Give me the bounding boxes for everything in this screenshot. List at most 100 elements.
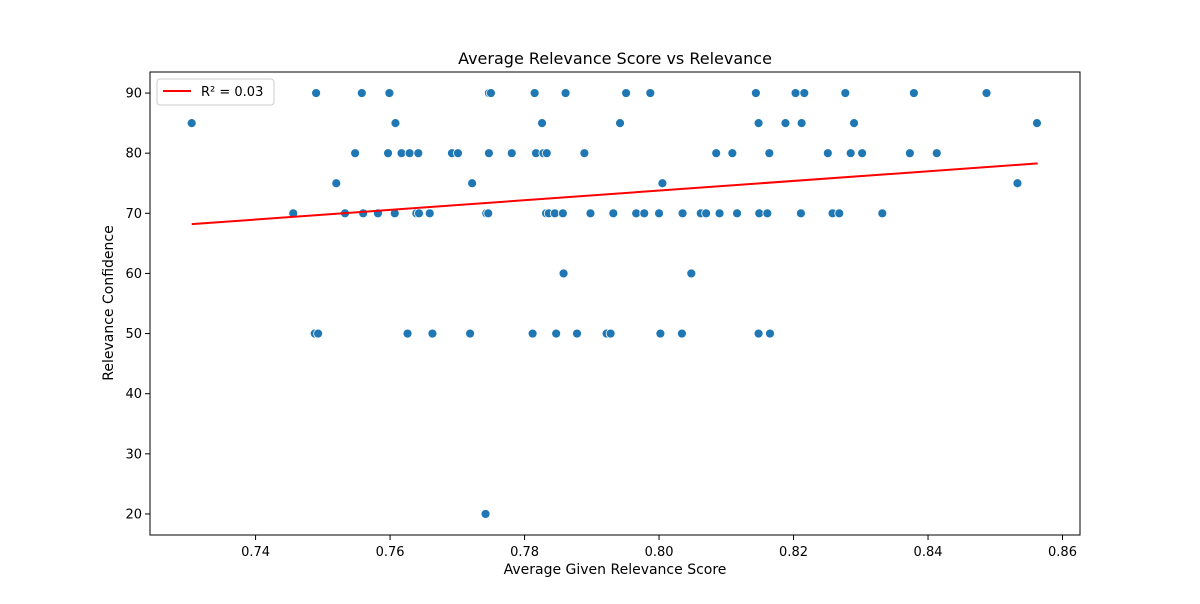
- data-point: [714, 208, 725, 219]
- data-point: [608, 208, 619, 219]
- data-point: [1032, 118, 1042, 129]
- data-point: [605, 328, 616, 339]
- data-point: [350, 148, 361, 159]
- data-point: [537, 118, 547, 129]
- data-point: [390, 118, 401, 129]
- data-point: [402, 328, 413, 339]
- y-tick-label: 60: [125, 267, 142, 282]
- data-point: [753, 328, 764, 339]
- x-axis-label: Average Given Relevance Score: [504, 562, 727, 578]
- x-tick-label: 0.80: [645, 545, 674, 560]
- y-tick-label: 30: [125, 447, 142, 462]
- data-point: [790, 88, 801, 98]
- data-point: [750, 88, 761, 98]
- data-point: [981, 88, 992, 98]
- data-point: [701, 208, 712, 219]
- y-tick-label: 80: [125, 147, 142, 162]
- data-point: [480, 509, 491, 519]
- data-point: [572, 328, 582, 339]
- data-point: [655, 328, 666, 339]
- data-point: [484, 148, 494, 159]
- data-point: [857, 148, 868, 159]
- data-point: [796, 118, 807, 129]
- x-axis: 0.74 0.76 0.78 0.80 0.82 0.84 0.86: [241, 535, 1077, 560]
- data-point: [764, 148, 775, 159]
- data-point: [762, 208, 773, 219]
- data-point: [506, 148, 517, 159]
- data-point: [754, 208, 765, 219]
- data-point: [383, 148, 393, 159]
- data-point: [579, 148, 590, 159]
- data-point: [840, 88, 851, 98]
- data-point: [549, 208, 560, 219]
- data-point: [639, 208, 650, 219]
- data-point: [413, 148, 424, 159]
- y-axis-label: Relevance Confidence: [101, 225, 117, 380]
- data-point: [931, 148, 942, 159]
- data-point: [551, 328, 562, 339]
- x-tick-label: 0.76: [376, 545, 405, 560]
- data-point: [311, 88, 322, 98]
- data-point: [486, 88, 496, 98]
- y-axis: 20 30 40 50 60 70 80 90: [125, 87, 150, 522]
- data-point: [541, 148, 552, 159]
- data-point: [1012, 178, 1023, 189]
- data-point: [645, 88, 656, 98]
- data-point: [585, 208, 596, 219]
- data-point: [404, 148, 415, 159]
- data-point: [753, 118, 764, 129]
- chart-title: Average Relevance Score vs Relevance: [458, 49, 772, 68]
- y-tick-label: 40: [125, 387, 142, 402]
- data-point: [529, 88, 540, 98]
- x-tick-label: 0.74: [241, 545, 270, 560]
- data-point: [358, 208, 369, 219]
- data-point: [677, 328, 687, 339]
- x-tick-label: 0.84: [914, 545, 943, 560]
- data-point: [904, 148, 915, 159]
- data-point: [677, 208, 688, 219]
- data-point: [686, 268, 697, 279]
- x-tick-label: 0.82: [779, 545, 808, 560]
- y-tick-label: 70: [125, 207, 142, 222]
- data-point: [621, 88, 631, 98]
- data-point: [849, 118, 859, 129]
- data-point: [765, 328, 775, 339]
- points-layer: [186, 88, 1042, 519]
- data-point: [414, 208, 424, 219]
- legend: R² = 0.03: [156, 78, 275, 106]
- legend-box: [156, 78, 275, 106]
- data-point: [845, 148, 856, 159]
- x-tick-label: 0.86: [1048, 545, 1077, 560]
- data-point: [483, 208, 494, 219]
- data-point: [557, 208, 568, 219]
- trendline-layer: [191, 162, 1038, 226]
- data-point: [467, 178, 478, 189]
- data-point: [427, 328, 438, 339]
- data-point: [799, 88, 810, 98]
- data-point: [384, 88, 395, 98]
- data-point: [465, 328, 475, 339]
- data-point: [834, 208, 845, 219]
- data-point: [822, 148, 833, 159]
- x-tick-label: 0.78: [510, 545, 539, 560]
- trendline: [191, 162, 1038, 226]
- data-point: [558, 268, 569, 279]
- data-point: [711, 148, 722, 159]
- data-point: [796, 208, 806, 219]
- y-tick-label: 50: [125, 327, 142, 342]
- plot-frame: [149, 71, 1081, 536]
- data-point: [727, 148, 738, 159]
- y-tick-label: 20: [125, 507, 142, 522]
- data-point: [657, 178, 668, 189]
- data-point: [654, 208, 664, 219]
- data-point: [615, 118, 625, 129]
- data-point: [424, 208, 435, 219]
- data-point: [313, 328, 324, 339]
- data-point: [331, 178, 342, 189]
- data-point: [527, 328, 538, 339]
- data-point: [877, 208, 888, 219]
- data-point: [356, 88, 367, 98]
- data-point: [453, 148, 463, 159]
- data-point: [631, 208, 642, 219]
